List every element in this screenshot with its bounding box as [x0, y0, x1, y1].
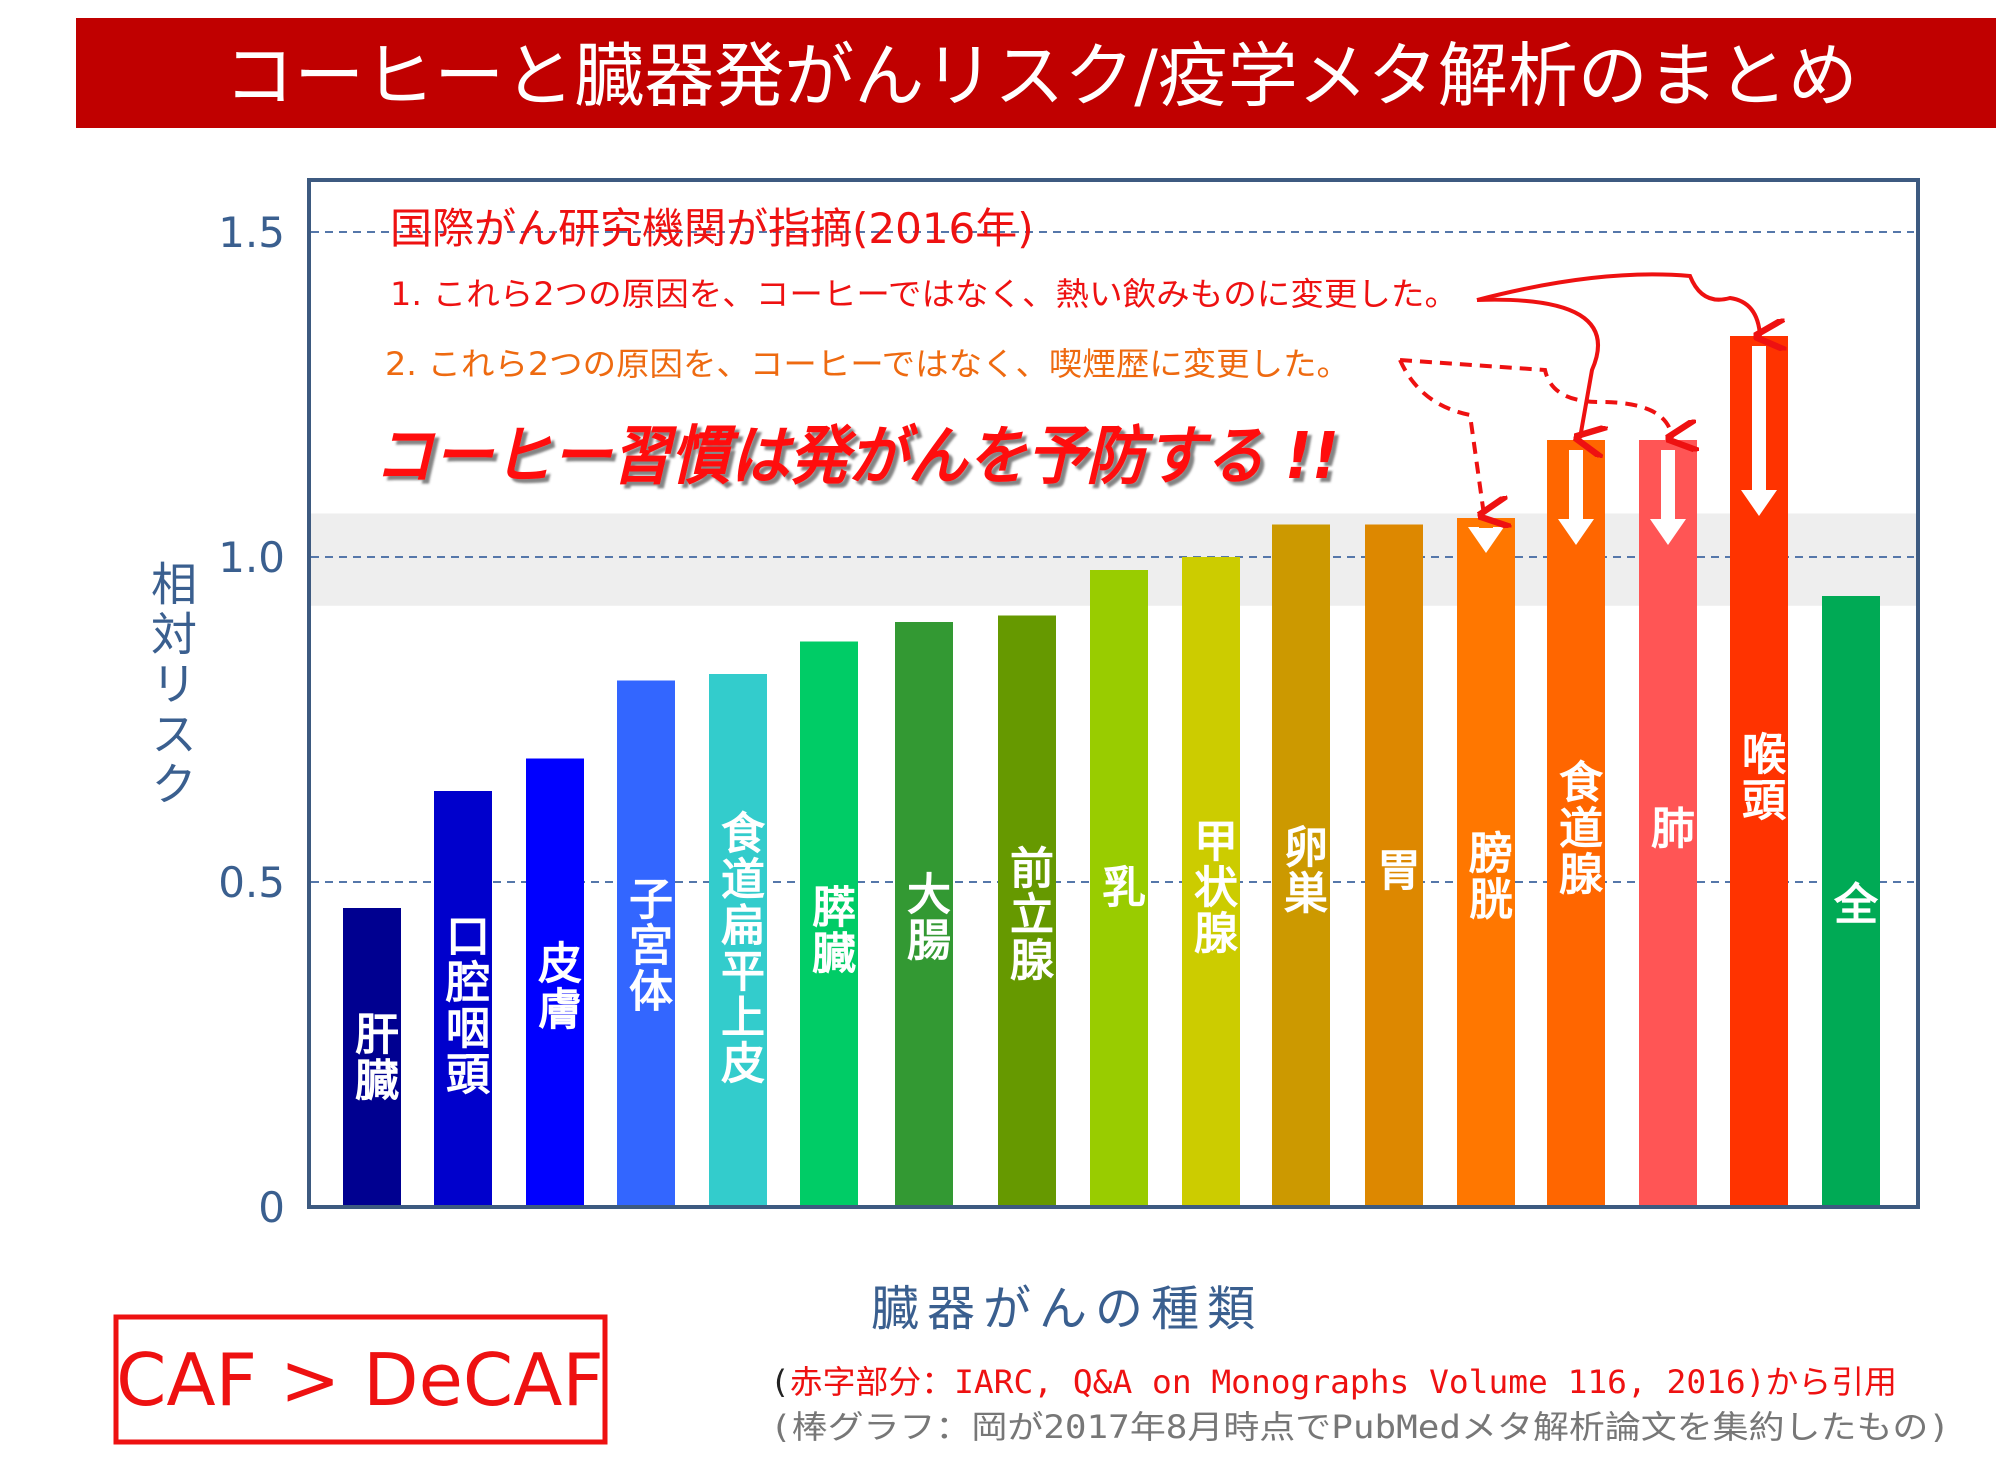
down-arrow-icon: [1468, 527, 1504, 553]
bar-label: 乳: [1094, 864, 1145, 910]
bar-label: 皮膚: [530, 940, 581, 1032]
annotation-note-1: 1. これら2つの原因を、コーヒーではなく、熱い飲みものに変更した。: [390, 275, 1458, 313]
bar-label: 肝臓: [347, 1011, 398, 1103]
caf-box-text: CAF > DeCAF: [116, 1338, 604, 1422]
plot-frame: [307, 178, 1920, 1209]
bar-0: [343, 908, 401, 1207]
dashed-arrow-to-bladder: [1398, 359, 1484, 515]
bar-13: [1547, 440, 1605, 1207]
bar-label: 肺: [1643, 805, 1694, 851]
y-tick-label: 1.5: [218, 208, 285, 257]
y-axis-title: 相対リスク: [144, 560, 198, 810]
bar-label: 全: [1826, 881, 1877, 927]
bar-7: [998, 615, 1056, 1207]
bar-4: [709, 674, 767, 1207]
citation-line-1: (赤字部分：IARC, Q&A on Monographs Volume 116…: [770, 1363, 1897, 1401]
y-tick-label: 0: [258, 1183, 285, 1232]
arrow-to-esophageal-adeno: [1476, 297, 1598, 438]
bar-12: [1457, 518, 1515, 1207]
bar-8: [1090, 570, 1148, 1207]
bar-label: 喉頭: [1734, 731, 1785, 823]
bar-6: [895, 622, 953, 1207]
bar-9: [1182, 557, 1240, 1207]
bar-label: 膵臓: [804, 884, 855, 976]
down-arrow-icon: [1558, 450, 1594, 545]
title-bar: [76, 18, 1996, 128]
bar-1: [434, 791, 492, 1207]
caf-box: [113, 1314, 608, 1445]
bar-label: 食道腺: [1551, 759, 1602, 897]
bar-label: 口腔咽頭: [438, 913, 489, 1097]
bar-label: 膀胱: [1461, 830, 1512, 922]
dashed-arrow-to-lung: [1399, 358, 1672, 438]
headline: コーヒー習慣は発がんを予防する !!: [374, 420, 1339, 494]
bar-3: [617, 680, 675, 1207]
down-arrow-icon: [1741, 346, 1777, 516]
y-tick-label: 0.5: [218, 858, 285, 907]
bar-10: [1272, 524, 1330, 1207]
citation-line-2: (棒グラフ：岡が2017年8月時点でPubMedメタ解析論文を集約したもの): [770, 1408, 1950, 1446]
annotation-header: 国際がん研究機関が指摘(2016年): [390, 204, 1034, 253]
bar-label: 子宮体: [621, 876, 672, 1014]
y-tick-label: 1.0: [218, 533, 285, 582]
bar-5: [800, 641, 858, 1207]
annotation-note-2: 2. これら2つの原因を、コーヒーではなく、喫煙歴に変更した。: [385, 345, 1350, 383]
bar-label: 食道扁平上皮: [713, 810, 764, 1086]
bar-11: [1365, 524, 1423, 1207]
annotation-arrows: [1398, 272, 1760, 515]
bar-label: 大腸: [899, 871, 950, 963]
bar-label: 前立腺: [1002, 845, 1053, 983]
page-title: コーヒーと臓器発がんリスク/疫学メタ解析のまとめ: [224, 35, 1858, 117]
bar-16: [1822, 596, 1880, 1207]
down-arrow-icon: [1650, 450, 1686, 545]
bar-label: 胃: [1369, 847, 1420, 893]
arrow-to-larynx: [1476, 272, 1760, 336]
bar-2: [526, 758, 584, 1207]
x-axis-title: 臓器がんの種類: [871, 1281, 1263, 1337]
bar-14: [1639, 440, 1697, 1207]
bar-label: 甲状腺: [1186, 818, 1237, 956]
plot-area: 0 0.5 1.0 1.5: [218, 178, 1920, 1232]
bar-label: 卵巣: [1276, 824, 1327, 916]
